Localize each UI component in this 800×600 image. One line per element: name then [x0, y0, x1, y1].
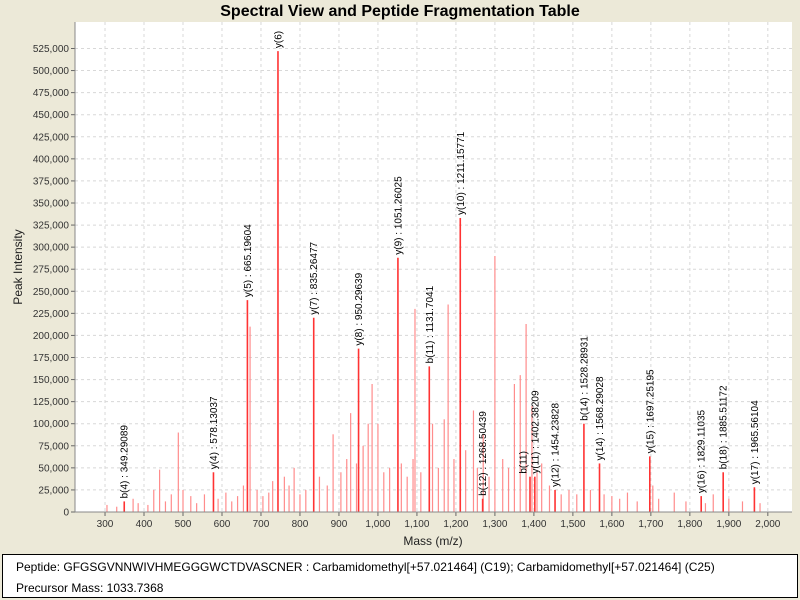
y-tick-label: 75,000: [38, 441, 69, 452]
x-tick-label: 1,000: [365, 519, 390, 530]
peptide-sequence: Peptide: GFGSGVNNWIVHMEGGGWCTDVASCNER : …: [16, 560, 715, 574]
y-tick-label: 175,000: [33, 353, 70, 364]
x-tick-label: 1,900: [716, 519, 741, 530]
peak-label: b(11): [518, 451, 529, 474]
peak-label: y(12) : 1454.23828: [551, 403, 562, 487]
x-tick-label: 800: [292, 519, 309, 530]
y-tick-label: 0: [63, 508, 69, 519]
peak-label: y(4) : 578.13037: [209, 396, 220, 469]
y-tick-label: 25,000: [38, 485, 69, 496]
peak-label: y(8) : 950.29639: [354, 272, 365, 345]
y-tick-label: 350,000: [33, 198, 70, 209]
peak-label: y(10) : 1211.15771: [456, 131, 467, 215]
peak-label: y(9) : 1051.26025: [393, 176, 404, 255]
y-tick-label: 50,000: [38, 463, 69, 474]
y-tick-label: 300,000: [33, 243, 70, 254]
x-tick-label: 1,100: [404, 519, 429, 530]
y-tick-label: 475,000: [33, 88, 70, 99]
peak-label: y(7) : 835.26477: [309, 242, 320, 315]
y-tick-label: 525,000: [33, 44, 70, 55]
y-tick-label: 275,000: [33, 265, 70, 276]
y-tick-label: 100,000: [33, 419, 70, 430]
y-tick-label: 375,000: [33, 176, 70, 187]
x-tick-label: 1,500: [560, 519, 585, 530]
y-tick-label: 325,000: [33, 221, 70, 232]
x-tick-label: 1,400: [521, 519, 546, 530]
y-tick-label: 250,000: [33, 287, 70, 298]
chart-title: Spectral View and Peptide Fragmentation …: [220, 3, 580, 20]
peak-label: b(12) : 1268.50439: [478, 411, 489, 496]
x-tick-label: 1,800: [677, 519, 702, 530]
x-tick-label: 1,700: [638, 519, 663, 530]
x-tick-label: 1,300: [482, 519, 507, 530]
peak-label: y(17) : 1965.56104: [750, 400, 761, 484]
y-axis-label: Peak Intensity: [11, 229, 25, 304]
peak-label: y(14) : 1568.29028: [595, 376, 606, 460]
y-tick-label: 125,000: [33, 397, 70, 408]
x-tick-label: 600: [214, 519, 231, 530]
x-tick-label: 300: [97, 519, 114, 530]
x-tick-label: 400: [136, 519, 153, 530]
x-tick-label: 1,200: [443, 519, 468, 530]
peaks: [106, 51, 761, 512]
precursor-mass: Precursor Mass: 1033.7368: [16, 581, 164, 595]
y-tick-label: 425,000: [33, 132, 70, 143]
y-tick-label: 400,000: [33, 154, 70, 165]
x-tick-label: 700: [253, 519, 270, 530]
x-tick-label: 900: [331, 519, 348, 530]
x-axis-label: Mass (m/z): [403, 534, 462, 548]
x-tick-label: 1,600: [599, 519, 624, 530]
peak-annotations: b(4) : 349.29089 y(4) : 578.13037 y(5) : 6…: [120, 31, 761, 499]
peak-label: b(11) : 1131.7041: [425, 285, 436, 363]
plot-area: [75, 22, 792, 512]
peak-label: b(18) : 1885.51172: [719, 385, 730, 469]
axes: 300 400 500 600 700 800 900 1,000 1,100 1,200 1,30…: [33, 22, 792, 530]
y-tick-label: 200,000: [33, 331, 70, 342]
peak-label: b(4) : 349.29089: [120, 425, 131, 499]
y-tick-label: 225,000: [33, 309, 70, 320]
peak-label: y(16) : 1829.11035: [697, 409, 708, 493]
x-tick-label: 500: [175, 519, 192, 530]
peak-label: y(6): [273, 31, 284, 48]
peak-label: y(15) : 1697.25195: [645, 369, 656, 453]
peptide-info-panel: Peptide: GFGSGVNNWIVHMEGGGWCTDVASCNER : …: [2, 554, 798, 598]
x-tick-label: 2,000: [755, 519, 780, 530]
spectrum-chart: b(4) : 349.29089 y(4) : 578.13037 y(5) : 6…: [11, 22, 792, 548]
grid: [75, 22, 792, 513]
y-tick-label: 500,000: [33, 66, 70, 77]
peak-label: b(14) : 1528.28931: [579, 336, 590, 421]
y-tick-label: 450,000: [33, 110, 70, 121]
y-tick-label: 150,000: [33, 375, 70, 386]
peak-label: y(11) : 1402.38209: [530, 390, 541, 474]
peak-label: y(5) : 665.19604: [243, 224, 254, 297]
